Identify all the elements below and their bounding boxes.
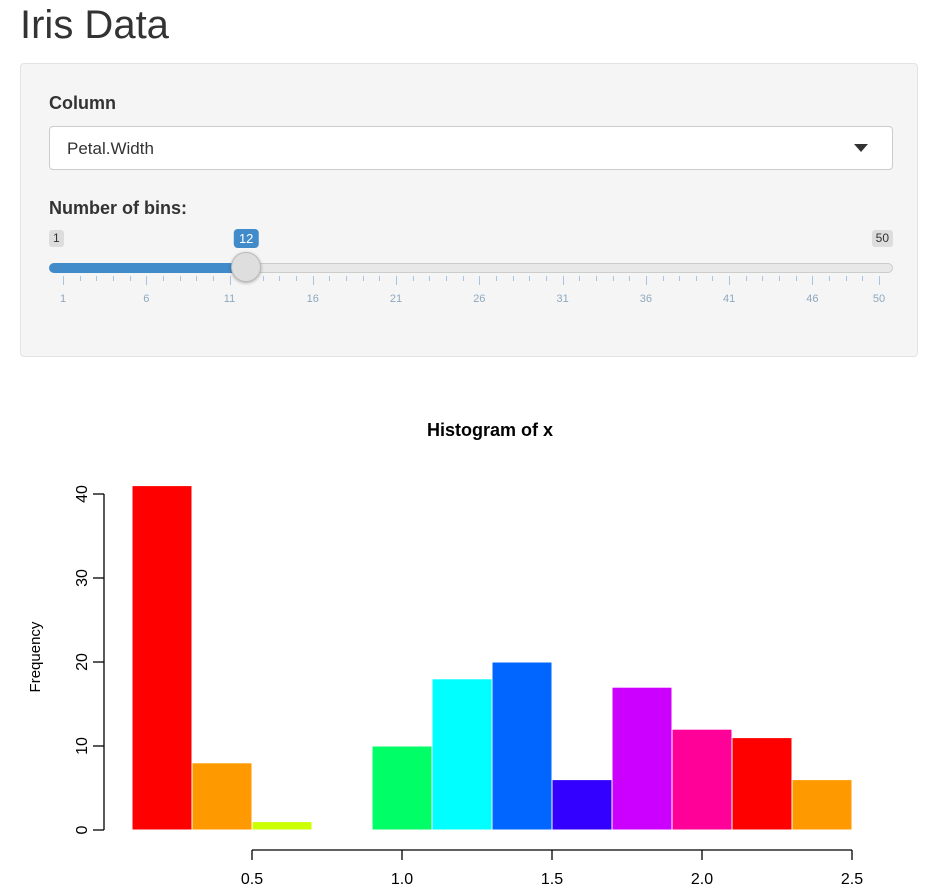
slider-minor-tick xyxy=(529,276,531,281)
histogram-bar xyxy=(131,485,193,831)
y-axis: 0 10 20 30 40 xyxy=(74,485,105,834)
slider-minor-tick xyxy=(96,276,98,281)
slider-minor-tick xyxy=(762,276,764,281)
slider-minor-tick xyxy=(879,276,880,285)
slider-minor-tick xyxy=(229,276,231,285)
column-select[interactable]: Petal.Width xyxy=(49,126,893,170)
y-tick-label: 10 xyxy=(74,737,91,755)
slider-tick-label: 36 xyxy=(639,293,652,305)
slider-minor-tick xyxy=(162,276,164,281)
slider-minor-tick xyxy=(362,276,364,281)
slider-fill-bar xyxy=(49,263,247,273)
y-tick-label: 30 xyxy=(74,569,91,587)
slider-minor-tick xyxy=(446,276,448,281)
slider-tick-label: 41 xyxy=(722,293,736,305)
slider-tick-label: 21 xyxy=(389,293,403,305)
slider-handle[interactable] xyxy=(231,252,262,282)
slider-minor-tick xyxy=(512,276,514,281)
slider-minor-tick xyxy=(562,276,564,285)
slider-tick-label: 46 xyxy=(806,293,819,305)
slider-minor-tick xyxy=(179,276,181,281)
slider-minor-tick xyxy=(212,276,214,281)
slider-minor-tick xyxy=(196,276,198,281)
y-tick-label: 20 xyxy=(74,653,91,671)
slider-minor-tick xyxy=(579,276,581,281)
slider-minor-tick xyxy=(429,276,431,281)
slider-minor-tick xyxy=(679,276,681,281)
slider-minor-tick xyxy=(346,276,348,281)
slider-minor-tick xyxy=(63,276,64,285)
y-axis-label: Frequency xyxy=(27,621,44,692)
slider-minor-tick xyxy=(79,276,81,281)
slider-minor-tick xyxy=(545,276,547,281)
slider-minor-tick xyxy=(279,276,281,281)
slider-minor-tick xyxy=(312,276,314,285)
x-tick-label: 1.5 xyxy=(541,871,563,888)
slider-minor-tick xyxy=(129,276,131,281)
slider-minor-tick xyxy=(645,276,647,285)
slider-tick-label: 16 xyxy=(306,293,319,305)
histogram-bar xyxy=(731,737,793,831)
x-tick-label: 2.5 xyxy=(841,871,863,888)
slider-minor-tick xyxy=(396,276,398,285)
slider-minor-tick xyxy=(695,276,697,281)
histogram-bar xyxy=(551,779,613,831)
histogram-bar xyxy=(191,762,253,831)
slider-tick-label: 1 xyxy=(59,293,67,305)
slider-max-label: 50 xyxy=(871,230,893,247)
slider-tick-label: 31 xyxy=(556,293,569,305)
histogram-bar xyxy=(491,661,553,831)
slider-minor-tick xyxy=(462,276,464,281)
slider-min-label: 1 xyxy=(49,230,64,247)
caret-down-icon xyxy=(854,144,868,152)
slider-minor-tick xyxy=(379,276,381,281)
chart-title: Histogram of x xyxy=(427,420,553,440)
slider-minor-tick xyxy=(262,276,264,281)
slider-minor-tick xyxy=(112,276,114,281)
slider-minor-tick xyxy=(779,276,781,281)
bins-label: Number of bins: xyxy=(49,198,187,218)
slider-minor-tick xyxy=(845,276,847,281)
histogram-bar xyxy=(791,779,853,831)
slider-minor-tick xyxy=(795,276,797,281)
slider-minor-tick xyxy=(412,276,414,281)
slider-minor-tick xyxy=(829,276,831,281)
slider-tick-label: 6 xyxy=(143,293,150,305)
slider-minor-tick xyxy=(296,276,298,281)
column-label: Column xyxy=(49,93,116,113)
slider-minor-tick xyxy=(662,276,664,281)
histogram-bar xyxy=(371,745,433,831)
slider-minor-tick xyxy=(729,276,731,285)
slider-minor-tick xyxy=(745,276,747,281)
slider-value-label: 12 xyxy=(233,229,259,248)
slider-minor-tick xyxy=(146,276,148,285)
slider-minor-tick xyxy=(712,276,714,281)
slider-tick-label: 11 xyxy=(223,293,236,305)
slider-minor-tick xyxy=(479,276,481,285)
x-tick-label: 1.0 xyxy=(391,871,413,888)
histogram-bar xyxy=(611,686,673,831)
column-select-value: Petal.Width xyxy=(67,139,154,158)
x-tick-label: 2.0 xyxy=(691,871,713,888)
x-axis: 0.5 1.0 1.5 2.0 2.5 xyxy=(241,849,863,888)
histogram-bar xyxy=(671,728,733,831)
x-tick-label: 0.5 xyxy=(241,871,263,888)
slider-tick-label: 26 xyxy=(473,293,486,305)
slider-minor-tick xyxy=(862,276,864,281)
slider-minor-tick xyxy=(595,276,597,281)
slider-minor-tick xyxy=(329,276,331,281)
histogram-chart: Histogram of x Frequency 0 10 20 30 40 0.5 1.… xyxy=(27,420,863,888)
y-tick-label: 40 xyxy=(74,485,91,503)
bars-group xyxy=(131,485,853,831)
y-tick-label: 0 xyxy=(74,825,91,834)
histogram-bar xyxy=(431,678,493,831)
slider-tick-label: 50 xyxy=(872,293,886,305)
histogram-bar xyxy=(251,821,313,831)
slider-minor-tick xyxy=(629,276,631,281)
sidebar-panel: Column Petal.Width Number of bins: 1 50 … xyxy=(20,63,918,357)
slider-minor-tick xyxy=(812,276,814,285)
slider-minor-tick xyxy=(612,276,614,281)
page-title: Iris Data xyxy=(20,3,169,47)
slider-minor-tick xyxy=(495,276,497,281)
